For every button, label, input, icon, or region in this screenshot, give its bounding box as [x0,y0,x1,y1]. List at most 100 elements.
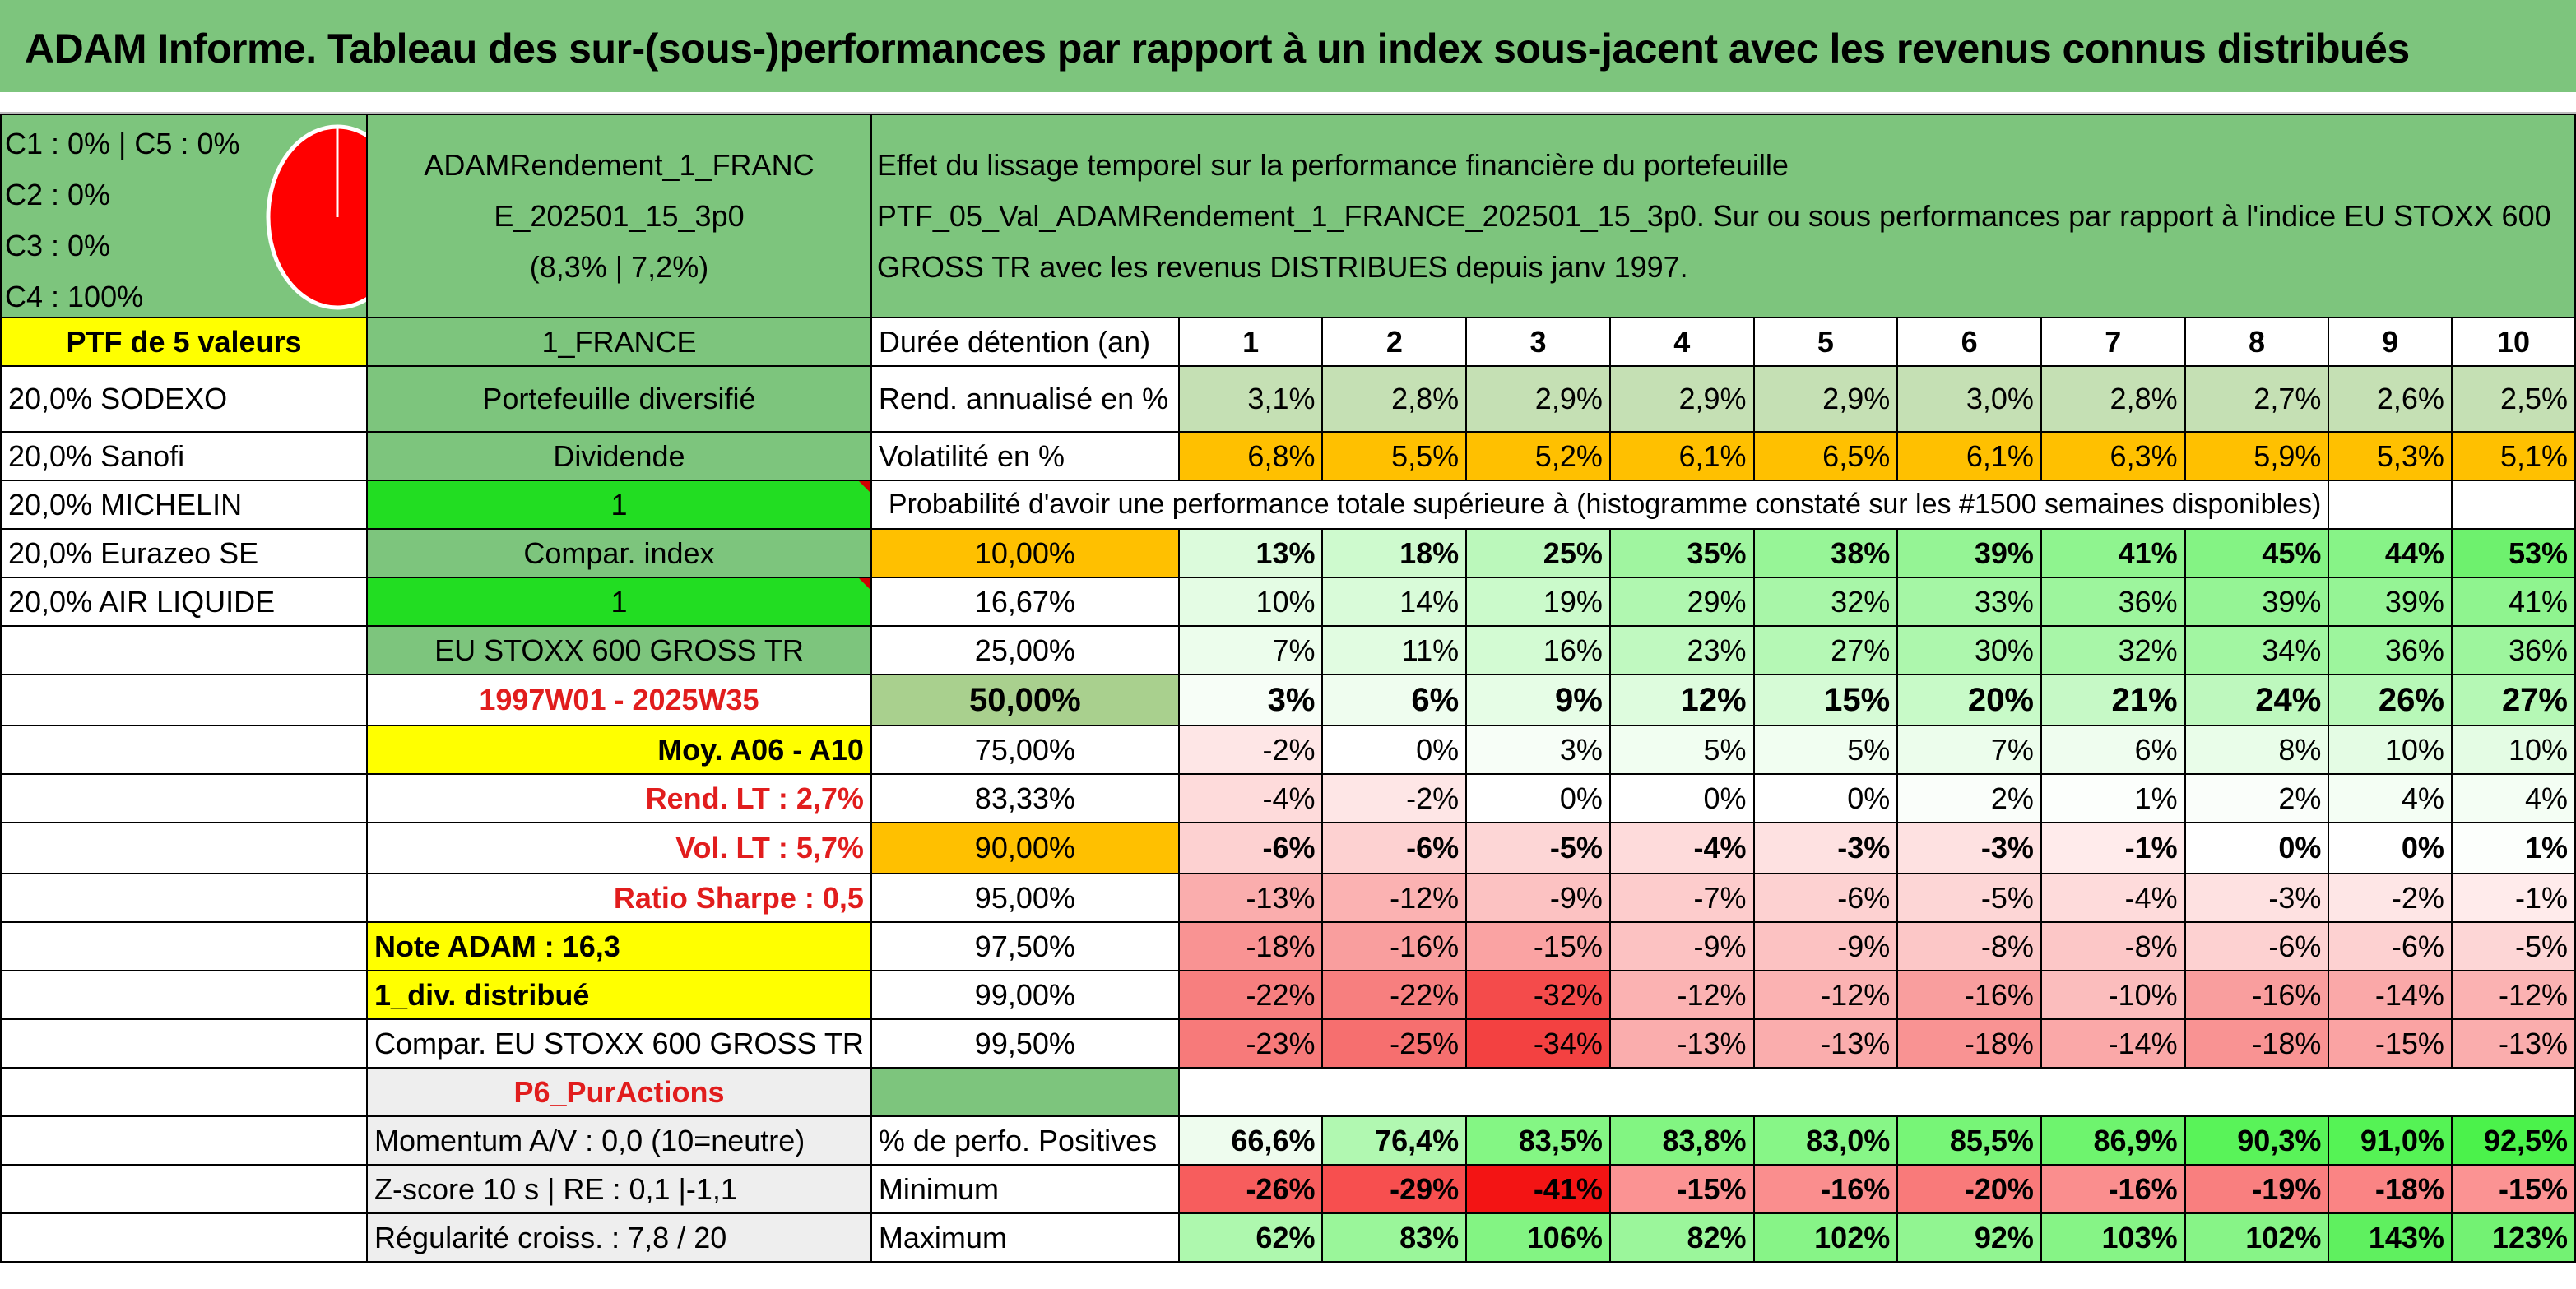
moy-cell: Moy. A06 - A10 [366,725,872,775]
pie-slice-c4 [266,124,366,310]
prob-value-8: 34% [2184,625,2330,675]
year-header-9: 9 [2328,317,2453,367]
prob-value-7: 32% [2040,625,2186,675]
probability-caption: Probabilité d'avoir une performance tota… [870,480,2330,530]
prob-value-3: 0% [1465,773,1611,823]
empty-cell [0,725,369,775]
positive-value-1: 66,6% [1177,1115,1324,1166]
empty-cell [0,921,369,971]
prob-value-8: 24% [2184,674,2330,726]
prob-value-2: 6% [1321,674,1468,726]
prob-value-4: -13% [1608,1018,1755,1069]
prob-value-3: -5% [1465,822,1611,874]
prob-value-10: 4% [2450,773,2576,823]
minimum-value-2: -29% [1321,1164,1468,1214]
prob-value-4: 35% [1608,528,1755,578]
empty-cell [0,1018,369,1069]
maximum-value-3: 106% [1465,1212,1611,1263]
prob-value-4: -9% [1608,921,1755,971]
minimum-value-5: -16% [1752,1164,1899,1214]
table-row: EU STOXX 600 GROSS TR 25,00% 7% 11% 16% 23% 27… [0,625,2576,675]
vol-value-1: 6,8% [1177,431,1324,481]
prob-value-10: 41% [2450,577,2576,627]
prob-value-7: 1% [2040,773,2186,823]
rend-value-8: 2,7% [2184,365,2330,433]
prob-value-3: -34% [1465,1018,1611,1069]
prob-value-6: 2% [1896,773,2042,823]
threshold-cell: 83,33% [870,773,1180,823]
positive-value-5: 83,0% [1752,1115,1899,1166]
table-row: Ratio Sharpe : 0,5 95,00% -13% -12% -9% -7% -6… [0,873,2576,923]
positive-value-9: 91,0% [2328,1115,2453,1166]
minimum-value-10: -15% [2450,1164,2576,1214]
prob-value-5: 38% [1752,528,1899,578]
prob-value-10: -13% [2450,1018,2576,1069]
table-row: Vol. LT : 5,7% 90,00% -6% -6% -5% -4% -3% -3% -1… [0,822,2576,874]
rend-lt-cell: Rend. LT : 2,7% [366,773,872,823]
table-row: 20,0% Sanofi Dividende Volatilité en % 6,8%… [0,431,2576,481]
empty-cell [0,674,369,726]
maximum-label: Maximum [870,1212,1180,1263]
prob-value-1: -22% [1177,970,1324,1020]
positive-value-8: 90,3% [2184,1115,2330,1166]
maximum-value-7: 103% [2040,1212,2186,1263]
prob-value-7: -1% [2040,822,2186,874]
prob-value-3: -15% [1465,921,1611,971]
prob-value-4: 0% [1608,773,1755,823]
ptf-count-cell: PTF de 5 valeurs [0,317,369,367]
report-title: ADAM Informe. Tableau des sur-(sous-)per… [25,26,2410,72]
prob-value-9: 4% [2328,773,2453,823]
threshold-cell: 25,00% [870,625,1180,675]
rend-value-7: 2,8% [2040,365,2186,433]
maximum-value-5: 102% [1752,1212,1899,1263]
prob-value-1: -6% [1177,822,1324,874]
year-header-2: 2 [1321,317,1468,367]
prob-value-7: -14% [2040,1018,2186,1069]
holding-2: 20,0% Sanofi [0,431,369,481]
prob-value-3: 3% [1465,725,1611,775]
rend-value-3: 2,9% [1465,365,1611,433]
prob-value-6: 33% [1896,577,2042,627]
vol-value-6: 6,1% [1896,431,2042,481]
prob-value-1: 10% [1177,577,1324,627]
prob-value-7: 21% [2040,674,2186,726]
minimum-value-4: -15% [1608,1164,1755,1214]
prob-value-8: 8% [2184,725,2330,775]
prob-value-5: -12% [1752,970,1899,1020]
prob-value-2: -12% [1321,873,1468,923]
p6-spacer [870,1067,1180,1117]
allocation-cell: C1 : 0% | C5 : 0% C2 : 0% C3 : 0% C4 : 1… [0,114,369,318]
prob-value-3: 16% [1465,625,1611,675]
vol-lt-cell: Vol. LT : 5,7% [366,822,872,874]
portfolio-type-cell: Portefeuille diversifié [366,365,872,433]
rend-value-2: 2,8% [1321,365,1468,433]
minimum-value-1: -26% [1177,1164,1324,1214]
dividend-value-cell: 1 [366,480,872,530]
prob-value-8: 2% [2184,773,2330,823]
table-row: Régularité croiss. : 7,8 / 20 Maximum 62% 8… [0,1212,2576,1263]
empty-cell [0,1164,369,1214]
holding-3: 20,0% MICHELIN [0,480,369,530]
prob-value-4: 29% [1608,577,1755,627]
prob-value-5: 32% [1752,577,1899,627]
minimum-value-6: -20% [1896,1164,2042,1214]
positives-label: % de perfo. Positives [870,1115,1180,1166]
table-row: Momentum A/V : 0,0 (10=neutre)% de perfo… [0,1115,2576,1166]
allocation-line: C2 : 0% [5,178,111,211]
prob-value-10: -12% [2450,970,2576,1020]
table-row: 20,0% Eurazeo SE Compar. index 10,00% 13% 18… [0,528,2576,578]
threshold-cell: 50,00% [870,674,1180,726]
vol-value-7: 6,3% [2040,431,2186,481]
country-cell: 1_FRANCE [366,317,872,367]
prob-value-8: -3% [2184,873,2330,923]
prob-value-5: 5% [1752,725,1899,775]
rend-value-4: 2,9% [1608,365,1755,433]
prob-value-6: -5% [1896,873,2042,923]
vol-value-2: 5,5% [1321,431,1468,481]
prob-value-8: -16% [2184,970,2330,1020]
empty-cell [0,1212,369,1263]
table-row: Rend. LT : 2,7% 83,33% -4% -2% 0% 0% 0% 2% 1% 2% 4… [0,773,2576,823]
prob-value-6: 39% [1896,528,2042,578]
prob-value-10: -1% [2450,873,2576,923]
year-header-4: 4 [1608,317,1755,367]
